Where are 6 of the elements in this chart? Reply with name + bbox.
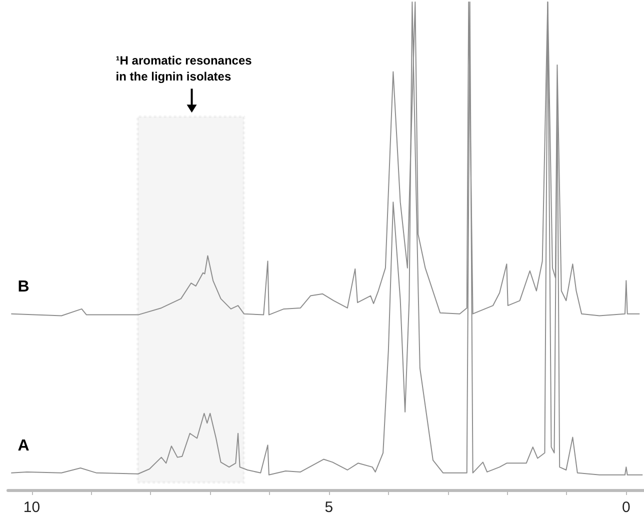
x-tick-label: 0: [622, 499, 630, 516]
x-tick-label: 5: [324, 499, 334, 516]
band-label: ¹H aromatic resonances in the lignin isolates: [116, 54, 252, 84]
series-label: B: [18, 278, 30, 296]
series-label: A: [18, 437, 30, 454]
x-tick-label: 10: [23, 499, 40, 516]
